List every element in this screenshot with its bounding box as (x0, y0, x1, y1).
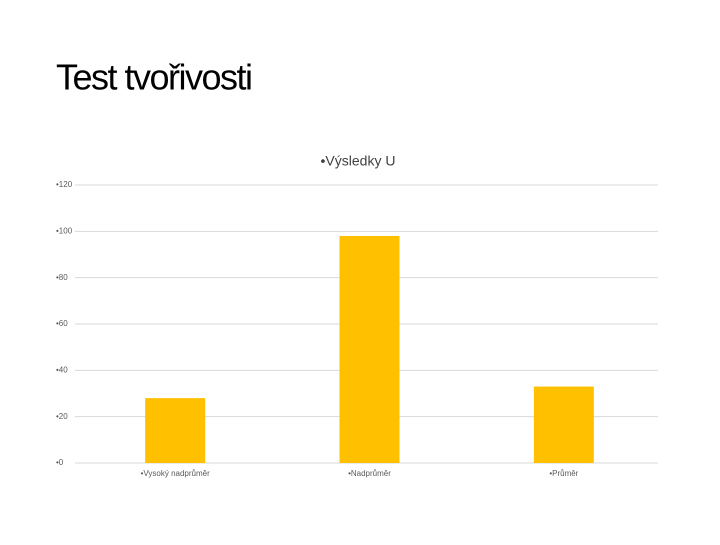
bar (339, 235, 400, 463)
y-tick-label: •0 (56, 458, 64, 467)
y-tick-label: •40 (56, 365, 68, 374)
y-tick-label: •60 (56, 319, 68, 328)
chart-title: •Výsledky U (321, 153, 396, 169)
x-tick-label: •Nadprůměr (348, 469, 391, 478)
bar (145, 398, 206, 463)
x-tick-label: •Průměr (549, 469, 578, 478)
bar (533, 386, 594, 463)
x-tick-label: •Vysoký nadprůměr (141, 469, 211, 478)
y-tick-label: •20 (56, 412, 68, 421)
y-tick-label: •80 (56, 273, 68, 282)
y-tick-label: •120 (56, 180, 73, 189)
y-tick-label: •100 (56, 226, 73, 235)
slide-title: Test tvořivosti (56, 57, 252, 98)
